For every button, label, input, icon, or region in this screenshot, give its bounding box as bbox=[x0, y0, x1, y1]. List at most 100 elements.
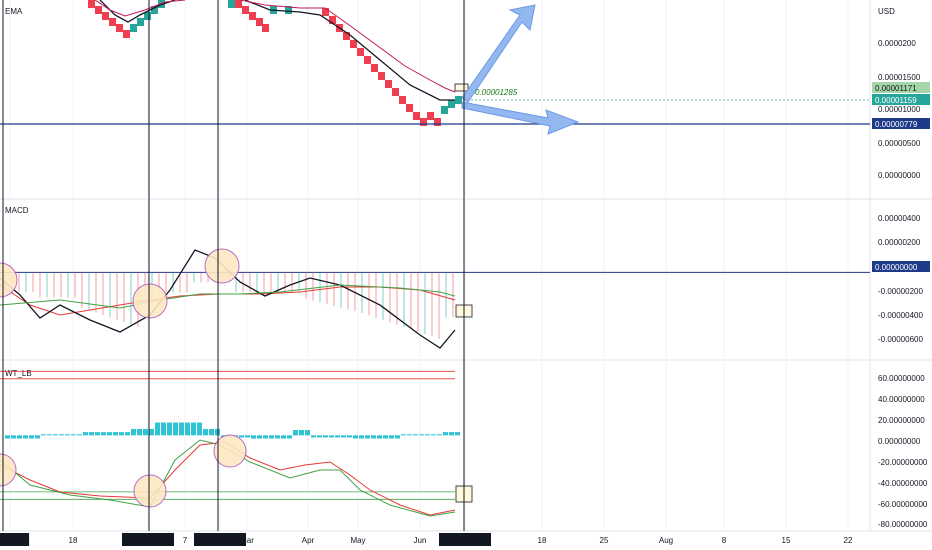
wt-histogram-bar bbox=[95, 432, 100, 436]
renko-up-brick bbox=[285, 6, 292, 14]
renko-down-brick bbox=[371, 64, 378, 72]
wt-histogram-bar bbox=[119, 432, 124, 436]
highlight-circle bbox=[0, 262, 18, 298]
wt-histogram-bar bbox=[173, 422, 178, 436]
wt-histogram-bar bbox=[269, 435, 274, 439]
vertical-markers bbox=[2, 0, 465, 531]
macd-zero-tag: 0.00000000 bbox=[875, 263, 918, 272]
wt-histogram-bar bbox=[41, 434, 46, 436]
renko-down-brick bbox=[249, 12, 256, 20]
wt-histogram-bar bbox=[389, 435, 394, 439]
renko-down-brick bbox=[350, 40, 357, 48]
wt-histogram-bar bbox=[443, 432, 448, 436]
highlight-circle bbox=[204, 248, 240, 284]
ema-red-line bbox=[94, 0, 186, 17]
renko-down-brick bbox=[406, 104, 413, 112]
wt-histogram-bar bbox=[383, 435, 388, 439]
wt-histogram-bar bbox=[245, 435, 250, 438]
price-tag-last: 0.00001159 bbox=[875, 96, 917, 105]
x-label-highlight-bg bbox=[122, 533, 174, 546]
wt-histogram-bar bbox=[353, 435, 358, 439]
annotation-value: 0.00001285 bbox=[475, 88, 518, 97]
wt-histogram-bar bbox=[449, 432, 454, 436]
macd-panel-label: MACD bbox=[5, 206, 29, 215]
renko-up-brick bbox=[441, 106, 448, 114]
highlight-circle bbox=[133, 474, 167, 508]
renko-up-brick bbox=[144, 12, 151, 20]
x-axis-label: 06 Feb '22 bbox=[129, 536, 167, 545]
wt-histogram-bar bbox=[17, 435, 22, 439]
wt-histogram-bar bbox=[311, 435, 316, 438]
wt-histogram-bar bbox=[137, 428, 142, 436]
x-label-highlight-bg bbox=[194, 533, 246, 546]
wt-histogram-bar bbox=[167, 422, 172, 436]
macd-tick-label: -0.00000600 bbox=[878, 335, 923, 344]
price-axis-ticks: 0.0000200 0.00001500 0.00001000 0.00000500 0… bbox=[878, 39, 921, 180]
ema-red-line bbox=[239, 0, 456, 93]
wt-histogram-bar bbox=[11, 435, 16, 439]
wt-histogram-bar bbox=[425, 434, 430, 436]
wt-histogram-bar bbox=[209, 428, 214, 436]
wt-histogram-bar bbox=[53, 434, 58, 436]
wt-histogram-bar bbox=[293, 430, 298, 436]
wt-histogram-bar bbox=[113, 432, 118, 436]
wt-histogram-bar bbox=[275, 435, 280, 439]
renko-down-brick bbox=[262, 24, 269, 32]
wt-histogram-bar bbox=[71, 434, 76, 436]
currency-label: USD bbox=[878, 7, 895, 16]
macd-tick-label: -0.00000200 bbox=[878, 287, 923, 296]
wt-histogram-bar bbox=[35, 435, 40, 439]
renko-down-brick bbox=[123, 30, 130, 38]
renko-up-brick bbox=[448, 100, 455, 108]
wt-histogram-bar bbox=[59, 434, 64, 436]
x-axis-label: Apr bbox=[302, 536, 315, 545]
wt-tick-label: -80.00000000 bbox=[878, 520, 928, 529]
x-axis-label: Mar bbox=[240, 536, 254, 545]
renko-down-brick bbox=[385, 80, 392, 88]
price-tags: 0.00001171 0.00001159 0.00000779 bbox=[872, 82, 930, 129]
arrow-up bbox=[461, 4, 536, 103]
wt-tick-label: -40.00000000 bbox=[878, 479, 928, 488]
wt-histogram-bar bbox=[23, 435, 28, 439]
annotation-box bbox=[454, 83, 469, 92]
x-axis-label: 20 Feb '22 bbox=[201, 536, 239, 545]
highlight-circle bbox=[213, 434, 247, 468]
renko-up-brick bbox=[130, 24, 137, 32]
wt-histogram-bar bbox=[317, 435, 322, 438]
renko-down-brick bbox=[242, 6, 249, 14]
wt-histogram-bar bbox=[359, 435, 364, 439]
wt-histogram-bar bbox=[83, 432, 88, 436]
macd-zero-tag-bg bbox=[872, 261, 930, 272]
highlight-circle bbox=[0, 453, 17, 487]
x-label-highlight-bg bbox=[439, 533, 491, 546]
renko-down-brick bbox=[364, 56, 371, 64]
wt-histogram-bar bbox=[455, 432, 460, 436]
x-axis-label: 7 bbox=[183, 536, 188, 545]
wt-histogram-bar bbox=[125, 432, 130, 436]
renko-down-brick bbox=[329, 16, 336, 24]
renko-down-brick bbox=[322, 8, 329, 16]
wt-histogram-bar bbox=[419, 434, 424, 436]
renko-down-brick bbox=[95, 6, 102, 14]
price-tick-label: 0.00001500 bbox=[878, 73, 921, 82]
renko-down-brick bbox=[392, 88, 399, 96]
renko-down-brick bbox=[427, 112, 434, 120]
x-axis-label: 18 bbox=[69, 536, 78, 545]
wt-histogram-bar bbox=[395, 435, 400, 439]
x-axis-label: May bbox=[350, 536, 365, 545]
price-panel-label: EMA bbox=[5, 7, 23, 16]
wt-histogram-bar bbox=[347, 435, 352, 438]
price-tag-ema_red: 0.00001171 bbox=[875, 84, 917, 93]
macd-tick-label: -0.00000400 bbox=[878, 311, 923, 320]
wt2-line bbox=[0, 441, 456, 516]
macd-tick-label: 0.00000200 bbox=[878, 238, 921, 247]
renko-down-brick bbox=[109, 18, 116, 26]
x-axis-label: Aug bbox=[659, 536, 673, 545]
renko-down-brick bbox=[116, 24, 123, 32]
x-axis-label: 18 bbox=[538, 536, 547, 545]
wt-series bbox=[0, 370, 473, 517]
x-axis-label: 25 bbox=[600, 536, 609, 545]
renko-down-brick bbox=[413, 112, 420, 120]
x-label-highlight-bg bbox=[0, 533, 30, 546]
